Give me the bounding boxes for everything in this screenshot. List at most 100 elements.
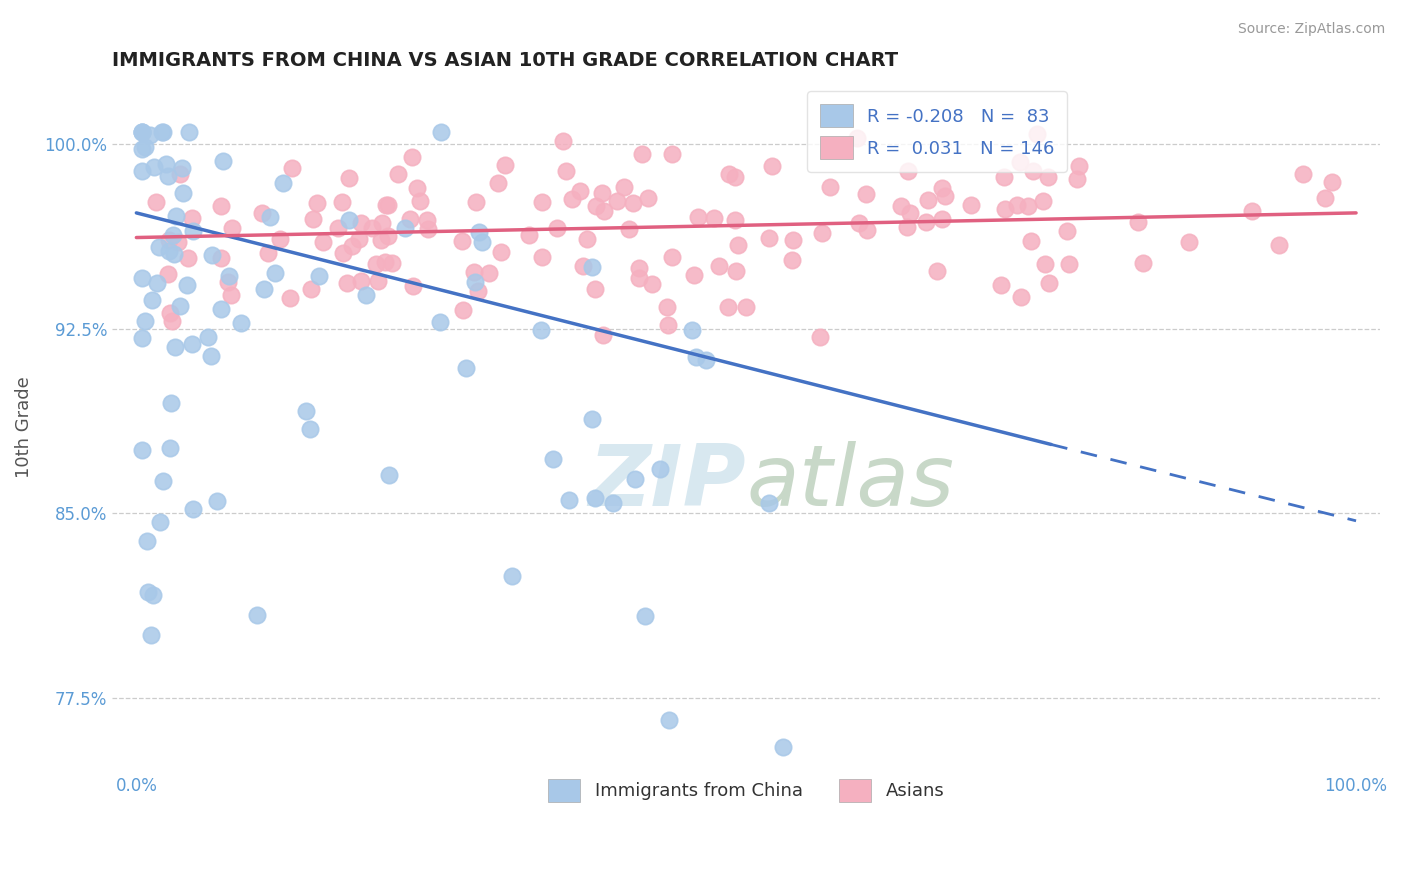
Point bbox=[585, 199, 607, 213]
Point bbox=[1320, 175, 1343, 189]
Point bbox=[1128, 215, 1150, 229]
Point bbox=[993, 169, 1015, 184]
Point bbox=[180, 211, 202, 225]
Point bbox=[707, 260, 730, 274]
Point bbox=[811, 227, 834, 241]
Point bbox=[1033, 257, 1056, 271]
Point bbox=[165, 209, 187, 223]
Point bbox=[471, 235, 494, 250]
Point bbox=[489, 245, 512, 260]
Text: ZIP: ZIP bbox=[589, 441, 747, 524]
Point bbox=[131, 164, 153, 178]
Point bbox=[278, 292, 301, 306]
Point bbox=[299, 282, 322, 296]
Point bbox=[163, 340, 186, 354]
Point bbox=[330, 194, 353, 209]
Point bbox=[486, 176, 509, 190]
Point bbox=[361, 221, 384, 235]
Point bbox=[200, 349, 222, 363]
Point bbox=[569, 185, 592, 199]
Point bbox=[370, 233, 392, 247]
Point bbox=[758, 231, 780, 245]
Point bbox=[347, 232, 370, 246]
Point bbox=[848, 216, 870, 230]
Point bbox=[142, 588, 165, 602]
Point bbox=[627, 260, 650, 275]
Point bbox=[1017, 198, 1039, 212]
Point bbox=[890, 199, 912, 213]
Point bbox=[336, 277, 359, 291]
Text: IMMIGRANTS FROM CHINA VS ASIAN 10TH GRADE CORRELATION CHART: IMMIGRANTS FROM CHINA VS ASIAN 10TH GRAD… bbox=[112, 51, 898, 70]
Point bbox=[454, 360, 477, 375]
Point bbox=[717, 168, 740, 182]
Point bbox=[681, 323, 703, 337]
Point bbox=[131, 125, 153, 139]
Point bbox=[855, 187, 877, 202]
Point bbox=[430, 125, 453, 139]
Point bbox=[209, 199, 232, 213]
Point bbox=[583, 282, 606, 296]
Point bbox=[896, 220, 918, 235]
Point bbox=[295, 404, 318, 418]
Point bbox=[464, 275, 486, 289]
Point bbox=[172, 186, 194, 200]
Point bbox=[758, 496, 780, 510]
Point bbox=[370, 216, 392, 230]
Point bbox=[501, 568, 523, 582]
Point bbox=[281, 161, 304, 176]
Point bbox=[374, 255, 396, 269]
Point bbox=[1267, 238, 1289, 252]
Point bbox=[517, 227, 540, 242]
Point bbox=[994, 202, 1017, 217]
Point bbox=[354, 288, 377, 302]
Point bbox=[661, 146, 683, 161]
Point bbox=[159, 306, 181, 320]
Text: atlas: atlas bbox=[747, 441, 955, 524]
Point bbox=[558, 492, 581, 507]
Point bbox=[212, 153, 235, 168]
Point bbox=[159, 395, 181, 409]
Point bbox=[429, 315, 451, 329]
Point bbox=[898, 206, 921, 220]
Point bbox=[931, 211, 953, 226]
Point bbox=[134, 139, 156, 153]
Point bbox=[1056, 224, 1078, 238]
Point bbox=[572, 259, 595, 273]
Point bbox=[727, 237, 749, 252]
Point bbox=[209, 251, 232, 265]
Point bbox=[136, 585, 159, 599]
Point bbox=[575, 232, 598, 246]
Point bbox=[229, 316, 252, 330]
Point bbox=[139, 128, 162, 142]
Point bbox=[1025, 128, 1047, 142]
Point bbox=[197, 330, 219, 344]
Point bbox=[855, 223, 877, 237]
Point bbox=[591, 186, 613, 200]
Point bbox=[381, 256, 404, 270]
Point bbox=[724, 169, 747, 184]
Point bbox=[149, 515, 172, 529]
Point bbox=[581, 412, 603, 426]
Point bbox=[1010, 290, 1032, 304]
Point bbox=[326, 221, 349, 235]
Point bbox=[808, 330, 831, 344]
Point bbox=[394, 221, 416, 235]
Point bbox=[780, 252, 803, 267]
Point bbox=[1036, 170, 1059, 185]
Point bbox=[201, 248, 224, 262]
Point bbox=[934, 188, 956, 202]
Point bbox=[205, 494, 228, 508]
Point bbox=[1005, 198, 1028, 212]
Point bbox=[349, 274, 371, 288]
Point bbox=[263, 266, 285, 280]
Point bbox=[1292, 167, 1315, 181]
Point bbox=[453, 302, 475, 317]
Point bbox=[401, 150, 423, 164]
Point bbox=[217, 275, 239, 289]
Point bbox=[166, 235, 188, 250]
Point bbox=[142, 160, 165, 174]
Point bbox=[623, 472, 645, 486]
Point bbox=[927, 263, 949, 277]
Point bbox=[155, 157, 177, 171]
Point bbox=[1019, 235, 1042, 249]
